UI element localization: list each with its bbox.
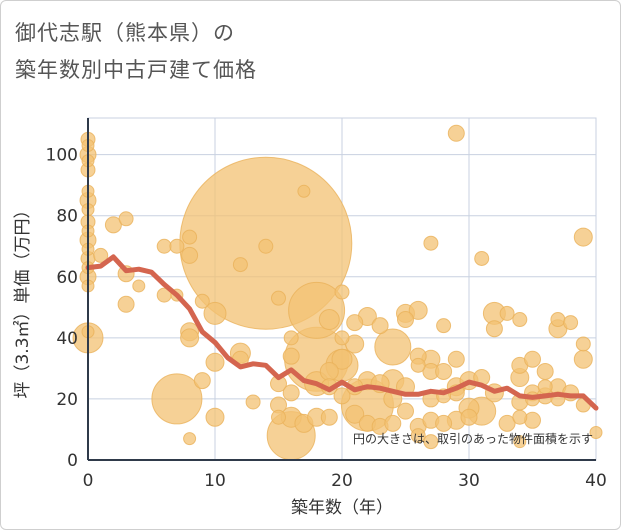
data-point [205, 352, 225, 372]
data-point [537, 379, 553, 395]
data-point [563, 315, 579, 331]
data-point [182, 229, 198, 245]
data-point [447, 124, 465, 142]
data-point [319, 361, 339, 381]
data-point [512, 409, 528, 425]
data-point [435, 414, 453, 432]
chart-title: 御代志駅（熊本県）の 築年数別中古戸建て価格 [15, 21, 257, 82]
data-point [408, 300, 428, 320]
data-point [410, 428, 426, 444]
data-point [334, 330, 350, 346]
x-tick-label: 40 [585, 471, 607, 491]
y-tick-label: 0 [67, 451, 78, 471]
data-point [334, 284, 350, 300]
data-point [297, 184, 311, 198]
data-point [573, 349, 593, 369]
x-tick-label: 10 [204, 471, 226, 491]
data-point [333, 387, 351, 405]
data-point [512, 312, 528, 328]
data-point [550, 312, 566, 328]
axes [87, 118, 596, 461]
y-tick-label: 80 [56, 207, 78, 227]
x-tick-labels: 0 10 20 30 40 [83, 471, 607, 491]
y-tick-label: 20 [56, 390, 78, 410]
data-point [410, 357, 426, 373]
data-point [384, 414, 402, 432]
data-point [156, 238, 172, 254]
data-point [346, 314, 364, 332]
y-tick-labels: 0 20 40 60 80 100 [46, 146, 78, 471]
data-point [245, 394, 261, 410]
data-point [485, 320, 503, 338]
data-point [423, 235, 439, 251]
x-tick-label: 30 [458, 471, 480, 491]
data-point [132, 279, 146, 293]
data-point [460, 408, 478, 426]
data-point [193, 372, 211, 390]
y-tick-label: 40 [56, 329, 78, 349]
data-point [374, 328, 412, 366]
data-point [205, 407, 225, 427]
data-point [117, 295, 135, 313]
data-point [203, 301, 227, 325]
x-axis-label: 築年数（年） [291, 498, 393, 518]
data-point [397, 311, 414, 329]
data-point [181, 246, 199, 264]
x-tick-label: 20 [331, 471, 353, 491]
data-point [436, 318, 452, 334]
data-point [271, 409, 286, 425]
data-point [435, 362, 453, 380]
data-point [282, 384, 300, 402]
data-point [524, 411, 541, 429]
data-point [447, 350, 465, 368]
data-point [320, 408, 338, 426]
y-tick-label: 100 [46, 146, 78, 166]
data-point [513, 435, 527, 449]
data-point [283, 330, 299, 346]
data-point [169, 238, 185, 254]
y-axis-label: 坪（3.3㎡）単価（万円） [13, 201, 33, 398]
data-point [474, 250, 490, 266]
data-point [524, 350, 541, 368]
data-point [499, 305, 515, 321]
data-point [318, 309, 340, 331]
data-point [331, 348, 353, 370]
data-point [104, 216, 122, 234]
data-point [371, 317, 389, 335]
size-note: 円の大きさは、取引のあった物件面積を示す [353, 431, 593, 446]
data-point [498, 414, 516, 432]
data-point [345, 404, 365, 424]
trend-line [85, 254, 599, 411]
data-point [180, 328, 200, 348]
data-point [282, 347, 300, 365]
y-tick-label: 60 [56, 268, 78, 288]
data-point [575, 336, 591, 352]
bubble-layer [72, 124, 603, 461]
data-point [232, 257, 248, 273]
data-point [118, 211, 134, 227]
data-point [589, 426, 603, 440]
data-point [183, 432, 197, 446]
data-point [151, 373, 203, 425]
x-tick-label: 0 [83, 471, 94, 491]
data-point [423, 434, 439, 450]
data-point [536, 362, 554, 380]
data-point [194, 293, 210, 309]
data-point [573, 227, 593, 247]
data-point [271, 290, 286, 306]
data-point [397, 402, 414, 420]
data-point [93, 247, 109, 263]
data-point [258, 238, 274, 254]
